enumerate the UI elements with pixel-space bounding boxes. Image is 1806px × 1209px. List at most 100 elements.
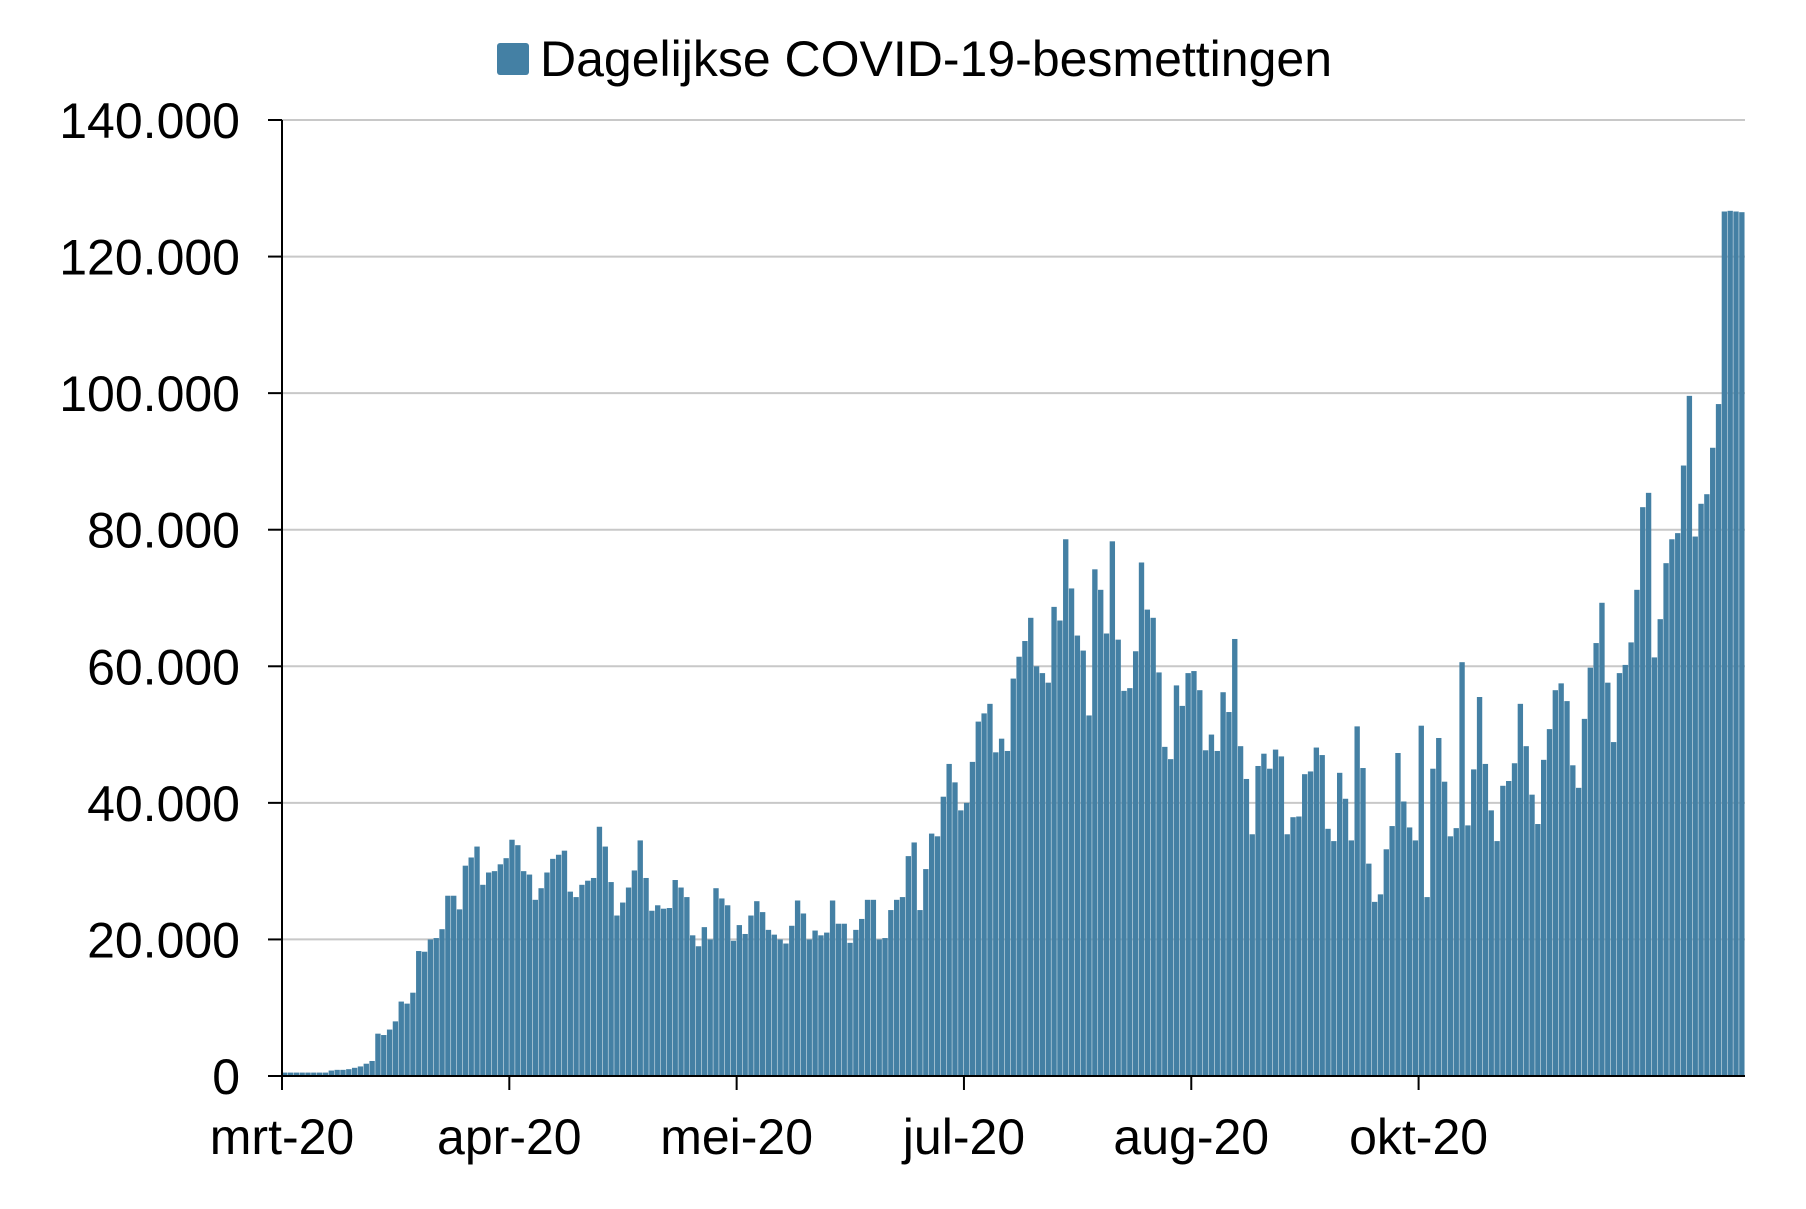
- x-tick-label: aug-20: [1113, 1109, 1269, 1165]
- bar: [684, 897, 690, 1076]
- bar: [491, 871, 498, 1076]
- bar: [1237, 746, 1244, 1076]
- bar: [649, 910, 655, 1076]
- bar: [1197, 690, 1203, 1076]
- bar: [882, 938, 888, 1076]
- bar: [1675, 533, 1681, 1076]
- bar: [1663, 563, 1669, 1076]
- bar: [573, 897, 579, 1076]
- bar: [1121, 690, 1127, 1076]
- bar: [1575, 787, 1582, 1076]
- legend-label: Dagelijkse COVID-19-besmettingen: [540, 31, 1332, 87]
- bar: [637, 840, 643, 1076]
- bar: [1086, 715, 1092, 1076]
- bar: [806, 939, 812, 1076]
- bar: [1523, 746, 1529, 1076]
- bar: [1546, 729, 1553, 1076]
- bar: [1366, 863, 1372, 1076]
- bar: [1669, 539, 1675, 1076]
- bar: [1558, 683, 1564, 1076]
- bar: [1482, 763, 1489, 1076]
- bar: [1710, 447, 1716, 1076]
- bar: [1727, 210, 1733, 1076]
- bar: [678, 887, 684, 1076]
- bar: [1103, 633, 1110, 1076]
- bar: [1564, 701, 1570, 1076]
- bar: [1721, 211, 1728, 1076]
- bar: [923, 869, 929, 1076]
- bar: [544, 872, 550, 1076]
- bar: [334, 1069, 340, 1076]
- bar: [1068, 588, 1075, 1076]
- bar: [456, 909, 463, 1076]
- bar: [824, 932, 830, 1076]
- bar: [1657, 619, 1663, 1076]
- y-tick-labels: 0 20.000 40.000 60.000 80.000 100.000 120.000 1…: [59, 93, 240, 1105]
- bar: [1045, 682, 1051, 1076]
- bar: [841, 923, 847, 1076]
- bar: [433, 938, 439, 1076]
- bar: [1232, 638, 1238, 1076]
- bar: [538, 888, 544, 1076]
- bar: [631, 870, 638, 1076]
- bar: [1436, 737, 1442, 1076]
- bar: [958, 810, 964, 1076]
- bar: [1471, 769, 1477, 1076]
- bar: [1132, 651, 1139, 1076]
- bar: [777, 939, 783, 1076]
- bar: [1383, 849, 1389, 1076]
- x-tick-label: mei-20: [660, 1109, 813, 1165]
- bar: [1500, 785, 1506, 1076]
- bar: [818, 935, 824, 1076]
- bar: [724, 905, 731, 1076]
- bar: [1622, 664, 1628, 1076]
- bar: [1150, 617, 1156, 1076]
- bars: [282, 210, 1745, 1077]
- bar: [1459, 662, 1465, 1076]
- x-tick-label: mrt-20: [210, 1109, 354, 1165]
- bar: [555, 854, 562, 1076]
- bar: [509, 839, 515, 1076]
- bar: [1220, 692, 1226, 1076]
- bar: [427, 939, 434, 1076]
- bar: [998, 738, 1005, 1076]
- bar: [1605, 682, 1611, 1076]
- bar: [311, 1072, 317, 1076]
- bar: [625, 887, 632, 1076]
- bar: [1284, 834, 1290, 1076]
- bar: [655, 905, 661, 1076]
- bar: [917, 910, 923, 1076]
- bar: [386, 1029, 393, 1076]
- bar: [526, 874, 533, 1076]
- y-tick-label: 120.000: [59, 230, 240, 286]
- bar: [532, 899, 538, 1076]
- bar: [1616, 673, 1623, 1076]
- bar: [1039, 673, 1046, 1076]
- bar: [328, 1070, 334, 1076]
- bar: [864, 899, 871, 1076]
- bar: [550, 858, 556, 1076]
- bar: [905, 856, 912, 1076]
- bar: [876, 939, 882, 1076]
- bar: [1016, 656, 1022, 1076]
- bar: [585, 880, 591, 1076]
- bar: [1173, 685, 1180, 1076]
- bar: [1511, 763, 1518, 1076]
- bar: [567, 891, 573, 1076]
- bar: [1127, 688, 1133, 1076]
- bar: [1733, 211, 1739, 1076]
- y-tick-label: 140.000: [59, 93, 240, 149]
- bar: [1313, 747, 1320, 1076]
- bar: [928, 833, 935, 1076]
- bar: [1535, 824, 1541, 1076]
- bar: [859, 918, 865, 1076]
- bar: [1739, 212, 1745, 1076]
- x-tick-label: okt-20: [1349, 1109, 1488, 1165]
- bar: [1354, 726, 1360, 1076]
- bar: [503, 858, 509, 1076]
- bar: [316, 1072, 323, 1076]
- bar: [765, 929, 772, 1076]
- bar: [1348, 840, 1355, 1076]
- bar: [666, 908, 673, 1076]
- bar: [375, 1033, 381, 1076]
